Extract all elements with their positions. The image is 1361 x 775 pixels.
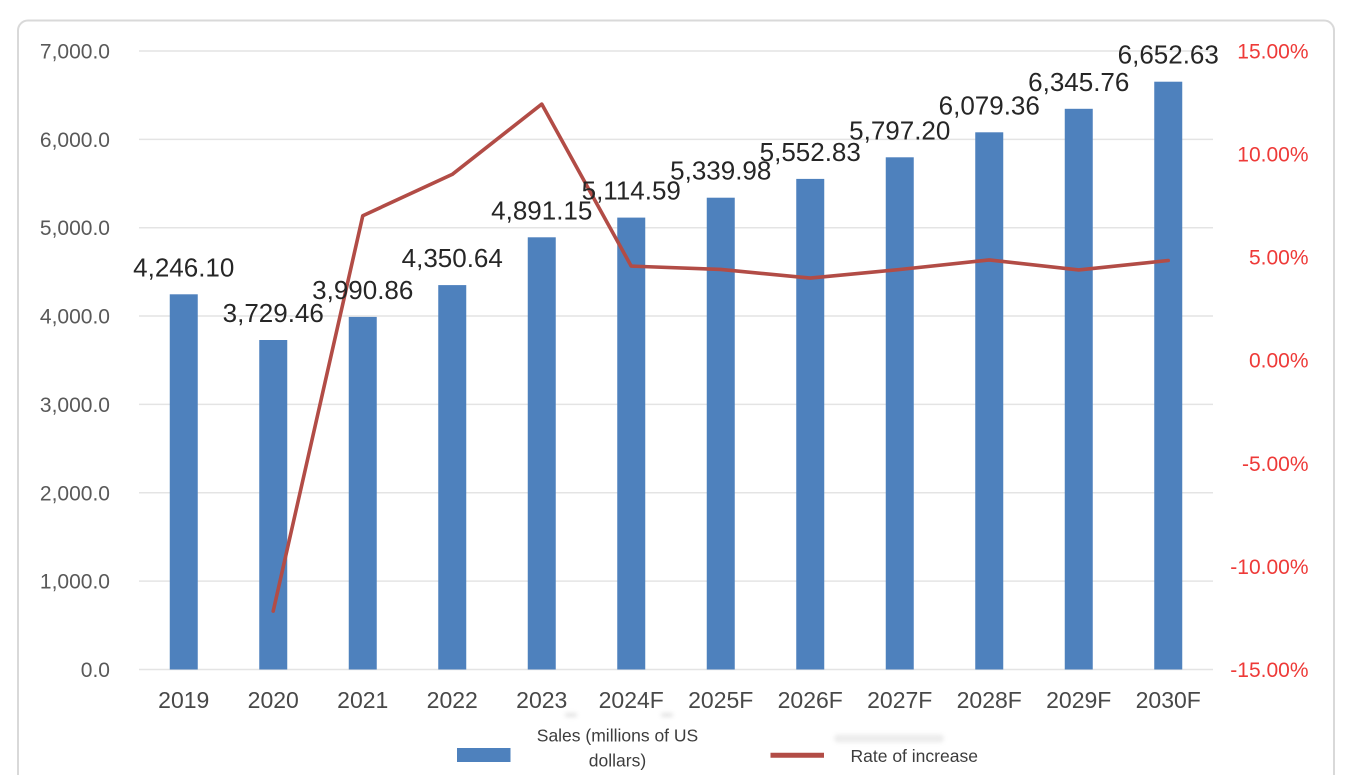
svg-text:1,000.0: 1,000.0 <box>40 571 110 594</box>
svg-text:2,000.0: 2,000.0 <box>40 482 110 505</box>
svg-text:5,797.20: 5,797.20 <box>849 115 950 145</box>
svg-text:3,000.0: 3,000.0 <box>40 394 110 417</box>
svg-text:4,350.64: 4,350.64 <box>402 243 503 273</box>
svg-text:4,891.15: 4,891.15 <box>491 195 592 225</box>
svg-text:7,000.0: 7,000.0 <box>40 41 110 64</box>
svg-text:2019: 2019 <box>158 687 209 713</box>
svg-text:2026F: 2026F <box>778 687 843 713</box>
svg-text:2020: 2020 <box>248 687 299 713</box>
svg-text:4,000.0: 4,000.0 <box>40 306 110 329</box>
svg-text:5,000.0: 5,000.0 <box>40 217 110 240</box>
svg-text:5,552.83: 5,552.83 <box>760 137 861 167</box>
svg-text:5,339.98: 5,339.98 <box>670 156 771 186</box>
svg-text:10.00%: 10.00% <box>1237 144 1308 167</box>
svg-text:3,990.86: 3,990.86 <box>312 275 413 305</box>
svg-text:15.00%: 15.00% <box>1237 41 1308 64</box>
svg-text:2029F: 2029F <box>1046 687 1111 713</box>
svg-text:dollars): dollars) <box>589 751 646 771</box>
svg-text:5,114.59: 5,114.59 <box>582 176 681 206</box>
svg-text:Rate of increase: Rate of increase <box>851 746 978 766</box>
svg-text:6,000.0: 6,000.0 <box>40 129 110 152</box>
svg-text:-15.00%: -15.00% <box>1230 659 1308 682</box>
svg-text:6,345.76: 6,345.76 <box>1028 67 1129 97</box>
svg-text:2025F: 2025F <box>688 687 753 713</box>
svg-text:2027F: 2027F <box>867 687 932 713</box>
svg-text:3,729.46: 3,729.46 <box>223 298 324 328</box>
svg-text:0.00%: 0.00% <box>1249 350 1309 373</box>
svg-text:6,079.36: 6,079.36 <box>939 90 1040 120</box>
svg-text:2021: 2021 <box>337 687 388 713</box>
svg-text:-5.00%: -5.00% <box>1242 453 1309 476</box>
svg-text:2024F: 2024F <box>599 687 664 713</box>
svg-text:0.0: 0.0 <box>81 659 110 682</box>
svg-text:4,246.10: 4,246.10 <box>133 252 234 282</box>
svg-text:2022: 2022 <box>427 687 478 713</box>
svg-text:2028F: 2028F <box>957 687 1022 713</box>
svg-text:5.00%: 5.00% <box>1249 247 1309 270</box>
svg-text:Sales (millions of US: Sales (millions of US <box>537 726 698 746</box>
svg-text:-10.00%: -10.00% <box>1230 556 1308 579</box>
svg-text:2023: 2023 <box>516 687 567 713</box>
svg-text:2030F: 2030F <box>1136 687 1201 713</box>
svg-text:6,652.63: 6,652.63 <box>1118 40 1219 70</box>
